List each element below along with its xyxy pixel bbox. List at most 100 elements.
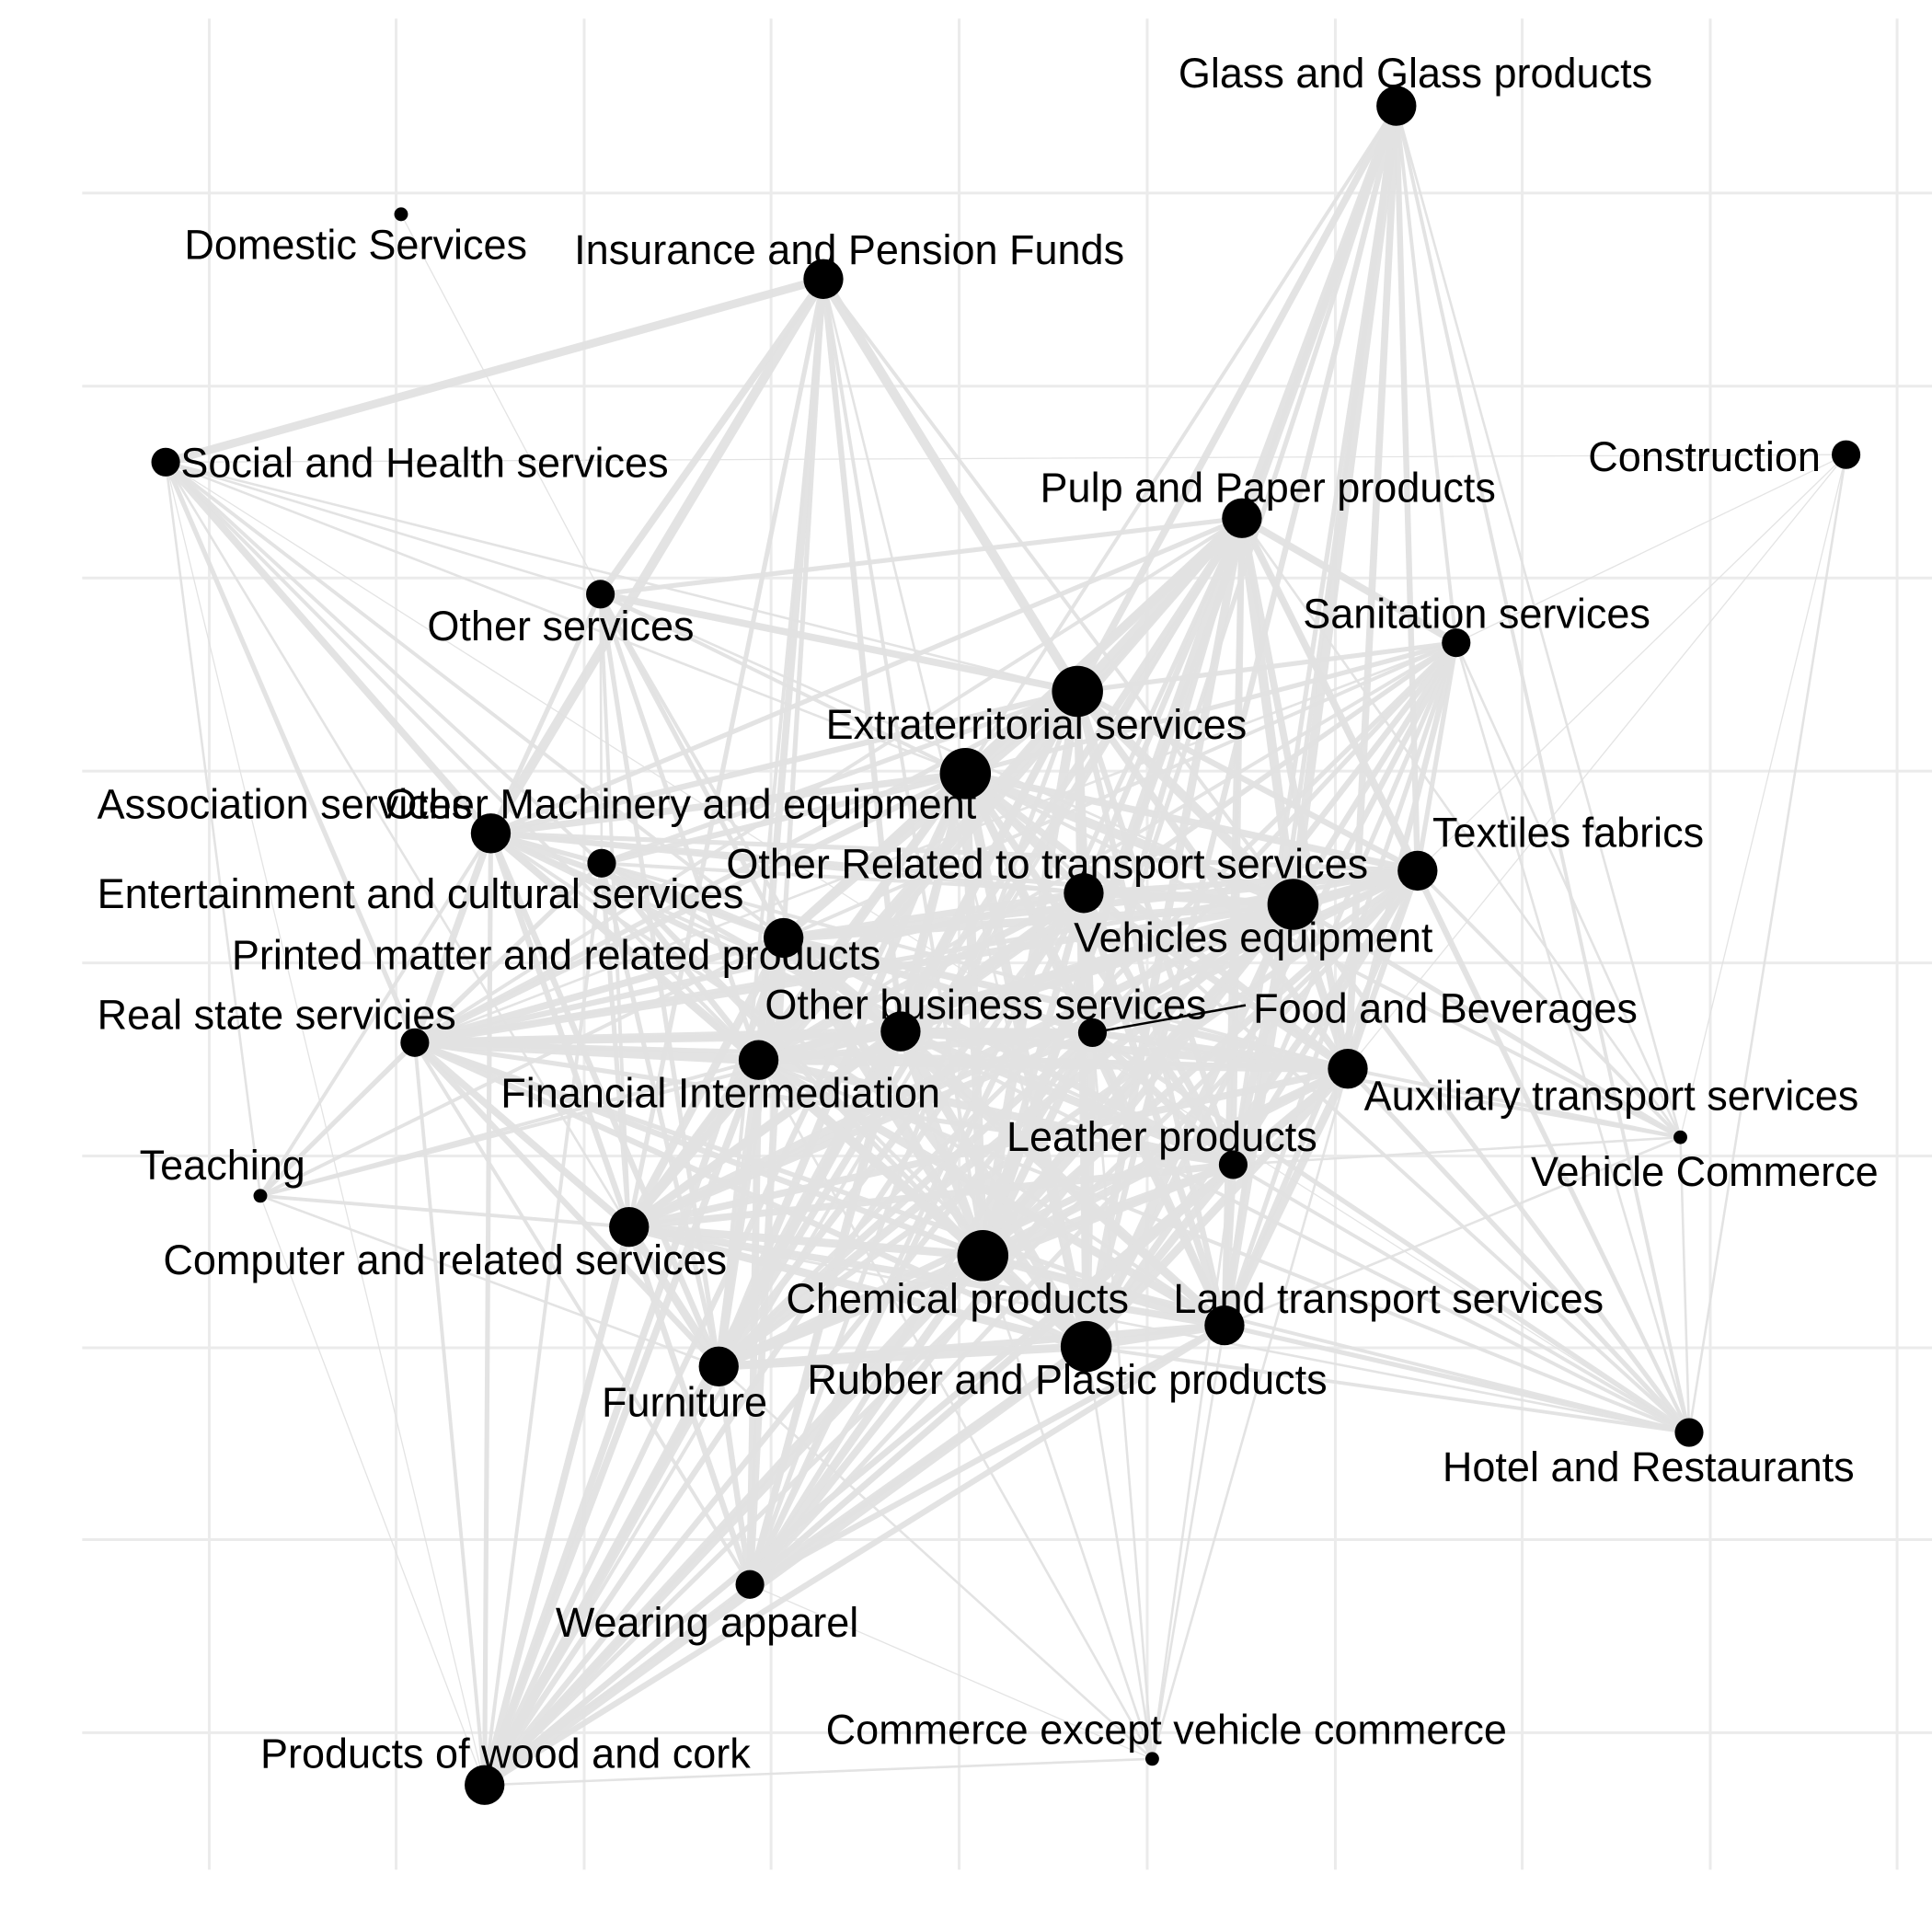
node-label-hotel: Hotel and Restaurants	[1443, 1443, 1855, 1490]
edge-othermach-realstate	[411, 770, 969, 1046]
node-label-otherserv: Other services	[427, 603, 694, 650]
edge-othertransport-printed	[779, 889, 1087, 942]
edge-othertransport-leather	[1080, 889, 1237, 1168]
edge-social-financial	[164, 460, 761, 1063]
edge-association-computer	[488, 830, 632, 1230]
node-label-teaching: Teaching	[140, 1142, 305, 1189]
node-hotel	[1674, 1418, 1704, 1447]
edge-landtransport-commerce	[1151, 1324, 1226, 1761]
edge-financial-teaching	[259, 1058, 761, 1198]
edge-glass-vehiclecommerce	[1395, 104, 1682, 1139]
node-label-commerce: Commerce except vehicle commerce	[826, 1707, 1507, 1754]
edge-association-furniture	[488, 830, 722, 1370]
edge-otherbusiness-hotel	[898, 1029, 1691, 1434]
edge-realstate-leather	[412, 1040, 1236, 1167]
node-social	[151, 447, 180, 477]
edge-glass-leather	[1230, 103, 1399, 1167]
edge-insurance-otherserv	[596, 275, 827, 598]
edge-otherserv-vehicles	[599, 592, 1294, 906]
edge-auxiliary-construction	[1347, 454, 1847, 1070]
edge-social-wood	[165, 461, 486, 1786]
edge-realstate-wood	[412, 1041, 487, 1788]
edge-printed-teaching	[259, 936, 786, 1198]
edge-textiles-construction	[1417, 454, 1847, 872]
edge-social-computer	[164, 461, 631, 1228]
label-leader-layer	[1092, 1004, 1247, 1034]
node-chemical	[957, 1230, 1009, 1282]
edge-sanitation-vehicles	[1290, 639, 1460, 908]
edge-othermach-printed	[779, 769, 970, 943]
node-teaching	[253, 1189, 268, 1203]
edge-association-realstate	[411, 829, 495, 1047]
edge-insurance-vehicles	[822, 277, 1295, 906]
node-label-printed: Printed matter and related products	[232, 931, 880, 978]
edge-chemical-wearing	[745, 1251, 987, 1589]
edge-othertransport-vehicles	[1080, 889, 1297, 908]
edge-extraterritorial-association	[488, 688, 1081, 837]
edge-auxiliary-vehiclecommerce	[1346, 1066, 1683, 1140]
edge-glass-extraterritorial	[1074, 102, 1400, 696]
node-label-othermach: Other Machinery and equipment	[385, 781, 976, 828]
edge-extraterritorial-entertainment	[599, 688, 1080, 866]
edge-rubber-commerce	[1085, 1345, 1154, 1761]
edge-landtransport-wood	[481, 1322, 1228, 1788]
node-label-food: Food and Beverages	[1253, 985, 1638, 1032]
edge-food-wood	[481, 1029, 1096, 1788]
node-financial	[738, 1040, 779, 1080]
edge-leather-commerce	[1151, 1163, 1235, 1761]
label-layer: Glass and Glass products Domestic Service…	[98, 50, 1879, 1777]
edge-otherbusiness-landtransport	[896, 1027, 1229, 1330]
edge-vehicles-hotel	[1290, 902, 1692, 1435]
node-association	[470, 813, 512, 854]
edge-wearing-wood	[482, 1582, 753, 1788]
node-label-extraterritorial: Extraterritorial services	[826, 701, 1248, 748]
edge-computer-wood	[480, 1223, 633, 1789]
edge-pulp-sanitation	[1238, 514, 1460, 647]
edge-computer-teaching	[259, 1193, 631, 1229]
edge-glass-auxiliary	[1344, 102, 1400, 1073]
edge-association-auxiliary	[489, 831, 1350, 1071]
edge-leather-computer	[625, 1161, 1237, 1231]
edge-furniture-teaching	[259, 1194, 720, 1368]
edge-printed-auxiliary	[779, 934, 1351, 1073]
edge-glass-othermach	[963, 104, 1398, 776]
edge-insurance-extraterritorial	[818, 274, 1083, 696]
edge-leather-wood	[481, 1161, 1236, 1788]
edge-food-chemical	[978, 1028, 1097, 1260]
edge-teaching-wood	[259, 1195, 486, 1786]
edge-computer-rubber	[625, 1223, 1091, 1351]
node-othermach	[939, 748, 992, 799]
edge-landtransport-hotel	[1222, 1323, 1692, 1435]
edge-food-landtransport	[1088, 1029, 1228, 1329]
edge-entertainment-computer	[599, 860, 632, 1230]
node-label-sanitation: Sanitation services	[1303, 590, 1650, 637]
node-label-computer: Computer and related services	[163, 1236, 727, 1283]
edge-auxiliary-computer	[625, 1064, 1351, 1231]
edge-othertransport-wearing	[746, 890, 1087, 1588]
edge-hotel-construction	[1687, 453, 1847, 1434]
edge-glass-hotel	[1394, 104, 1691, 1434]
edge-realstate-rubber	[411, 1040, 1089, 1350]
edge-rubber-wood	[479, 1341, 1091, 1790]
edge-entertainment-printed	[598, 860, 787, 941]
edge-social-association	[162, 458, 495, 837]
edge-financial-computer	[624, 1055, 764, 1232]
edge-othermach-auxiliary	[961, 769, 1351, 1073]
edge-insurance-printed	[781, 276, 826, 941]
edge-otherbusiness-chemical	[895, 1026, 988, 1260]
edge-food-hotel	[1089, 1029, 1692, 1435]
edge-leather-landtransport	[1221, 1161, 1237, 1329]
node-insurance	[803, 259, 844, 299]
edge-social-extraterritorial	[164, 461, 1079, 693]
node-glass	[1376, 86, 1417, 126]
edge-extraterritorial-vehicles	[1073, 686, 1298, 910]
edge-insurance-social	[161, 274, 828, 466]
edge-association-wood	[482, 831, 494, 1788]
node-label-realstate: Real state servicies	[98, 991, 456, 1038]
edge-association-othertransport	[488, 831, 1087, 896]
node-label-otherbusiness: Other business services	[765, 982, 1206, 1029]
edge-otherbusiness-leather	[896, 1027, 1237, 1169]
node-food	[1077, 1018, 1107, 1048]
node-label-textiles: Textiles fabrics	[1432, 810, 1704, 857]
node-label-chemical: Chemical products	[786, 1275, 1129, 1322]
